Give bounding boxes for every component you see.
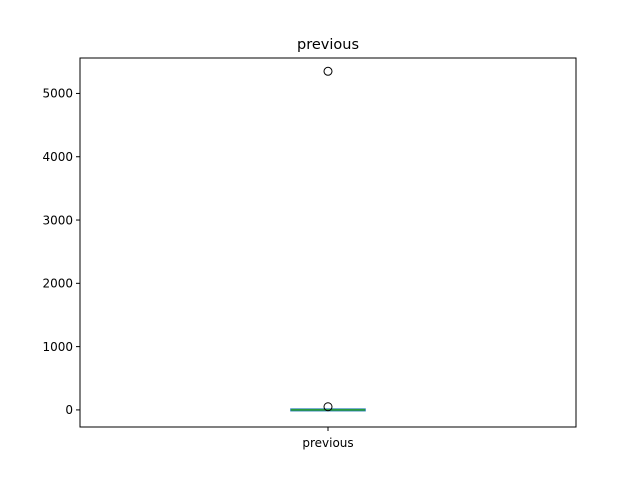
x-tick-label: previous xyxy=(302,436,353,450)
y-tick-label: 4000 xyxy=(42,150,73,164)
x-axis: previous xyxy=(302,427,354,450)
outlier-point xyxy=(323,402,333,412)
axes-frame xyxy=(79,57,577,428)
y-axis: 0 1000 2000 3000 4000 5000 xyxy=(42,87,80,417)
y-tick-label: 3000 xyxy=(42,213,73,227)
chart-title: previous xyxy=(297,37,359,53)
plot-area xyxy=(290,66,366,412)
y-tick-label: 1000 xyxy=(42,340,73,354)
outlier-point xyxy=(323,66,333,76)
y-tick-label: 2000 xyxy=(42,277,73,291)
y-tick-label: 0 xyxy=(65,403,73,417)
y-tick-label: 5000 xyxy=(42,87,73,101)
